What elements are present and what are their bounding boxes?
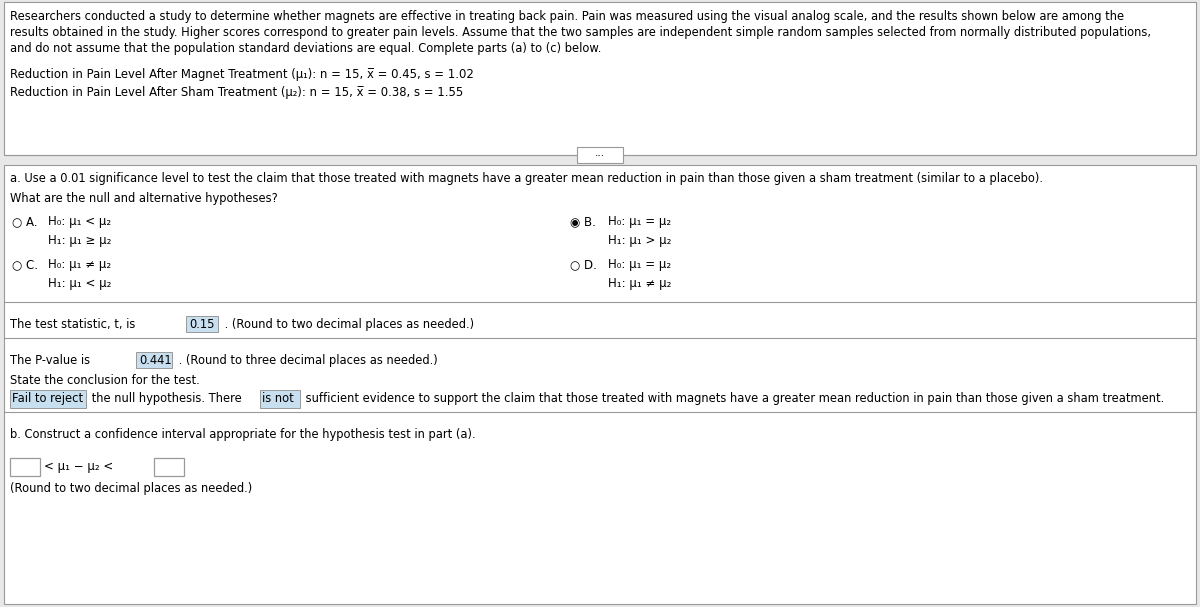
Text: The test statistic, t, is: The test statistic, t, is bbox=[10, 318, 139, 331]
FancyBboxPatch shape bbox=[10, 390, 86, 408]
Text: H₁: μ₁ ≠ μ₂: H₁: μ₁ ≠ μ₂ bbox=[608, 277, 671, 290]
Text: 0.15: 0.15 bbox=[190, 318, 215, 331]
Text: sufficient evidence to support the claim that those treated with magnets have a : sufficient evidence to support the claim… bbox=[302, 392, 1164, 405]
Text: 0.441: 0.441 bbox=[139, 354, 172, 367]
Text: H₁: μ₁ < μ₂: H₁: μ₁ < μ₂ bbox=[48, 277, 112, 290]
FancyBboxPatch shape bbox=[577, 147, 623, 163]
Text: H₀: μ₁ ≠ μ₂: H₀: μ₁ ≠ μ₂ bbox=[48, 258, 112, 271]
Text: a. Use a 0.01 significance level to test the claim that those treated with magne: a. Use a 0.01 significance level to test… bbox=[10, 172, 1043, 185]
Text: . (Round to three decimal places as needed.): . (Round to three decimal places as need… bbox=[175, 354, 438, 367]
FancyBboxPatch shape bbox=[260, 390, 300, 408]
Text: H₁: μ₁ ≥ μ₂: H₁: μ₁ ≥ μ₂ bbox=[48, 234, 112, 247]
Text: Fail to reject: Fail to reject bbox=[12, 392, 83, 405]
Text: results obtained in the study. Higher scores correspond to greater pain levels. : results obtained in the study. Higher sc… bbox=[10, 26, 1151, 39]
Text: < μ₁ − μ₂ <: < μ₁ − μ₂ < bbox=[44, 460, 113, 473]
Text: Researchers conducted a study to determine whether magnets are effective in trea: Researchers conducted a study to determi… bbox=[10, 10, 1124, 23]
FancyBboxPatch shape bbox=[136, 352, 172, 368]
Text: What are the null and alternative hypotheses?: What are the null and alternative hypoth… bbox=[10, 192, 277, 205]
Text: H₁: μ₁ > μ₂: H₁: μ₁ > μ₂ bbox=[608, 234, 671, 247]
FancyBboxPatch shape bbox=[4, 165, 1196, 604]
Text: The P-value is: The P-value is bbox=[10, 354, 94, 367]
Text: (Round to two decimal places as needed.): (Round to two decimal places as needed.) bbox=[10, 482, 252, 495]
Text: ○ D.: ○ D. bbox=[570, 258, 596, 271]
Text: ◉ B.: ◉ B. bbox=[570, 215, 596, 228]
Text: is not: is not bbox=[262, 392, 294, 405]
FancyBboxPatch shape bbox=[4, 2, 1196, 155]
FancyBboxPatch shape bbox=[186, 316, 218, 332]
Text: . (Round to two decimal places as needed.): . (Round to two decimal places as needed… bbox=[221, 318, 474, 331]
Text: ...: ... bbox=[595, 148, 605, 158]
Text: the null hypothesis. There: the null hypothesis. There bbox=[88, 392, 245, 405]
Text: H₀: μ₁ = μ₂: H₀: μ₁ = μ₂ bbox=[608, 258, 671, 271]
Text: H₀: μ₁ = μ₂: H₀: μ₁ = μ₂ bbox=[608, 215, 671, 228]
FancyBboxPatch shape bbox=[154, 458, 184, 476]
Text: Reduction in Pain Level After Magnet Treatment (μ₁): n = 15, x̅ = 0.45, s = 1.02: Reduction in Pain Level After Magnet Tre… bbox=[10, 68, 474, 81]
Text: ○ A.: ○ A. bbox=[12, 215, 37, 228]
Text: State the conclusion for the test.: State the conclusion for the test. bbox=[10, 374, 199, 387]
Text: H₀: μ₁ < μ₂: H₀: μ₁ < μ₂ bbox=[48, 215, 112, 228]
Text: and do not assume that the population standard deviations are equal. Complete pa: and do not assume that the population st… bbox=[10, 42, 601, 55]
Text: b. Construct a confidence interval appropriate for the hypothesis test in part (: b. Construct a confidence interval appro… bbox=[10, 428, 475, 441]
Text: ○ C.: ○ C. bbox=[12, 258, 38, 271]
Text: Reduction in Pain Level After Sham Treatment (μ₂): n = 15, x̅ = 0.38, s = 1.55: Reduction in Pain Level After Sham Treat… bbox=[10, 86, 463, 99]
FancyBboxPatch shape bbox=[10, 458, 40, 476]
